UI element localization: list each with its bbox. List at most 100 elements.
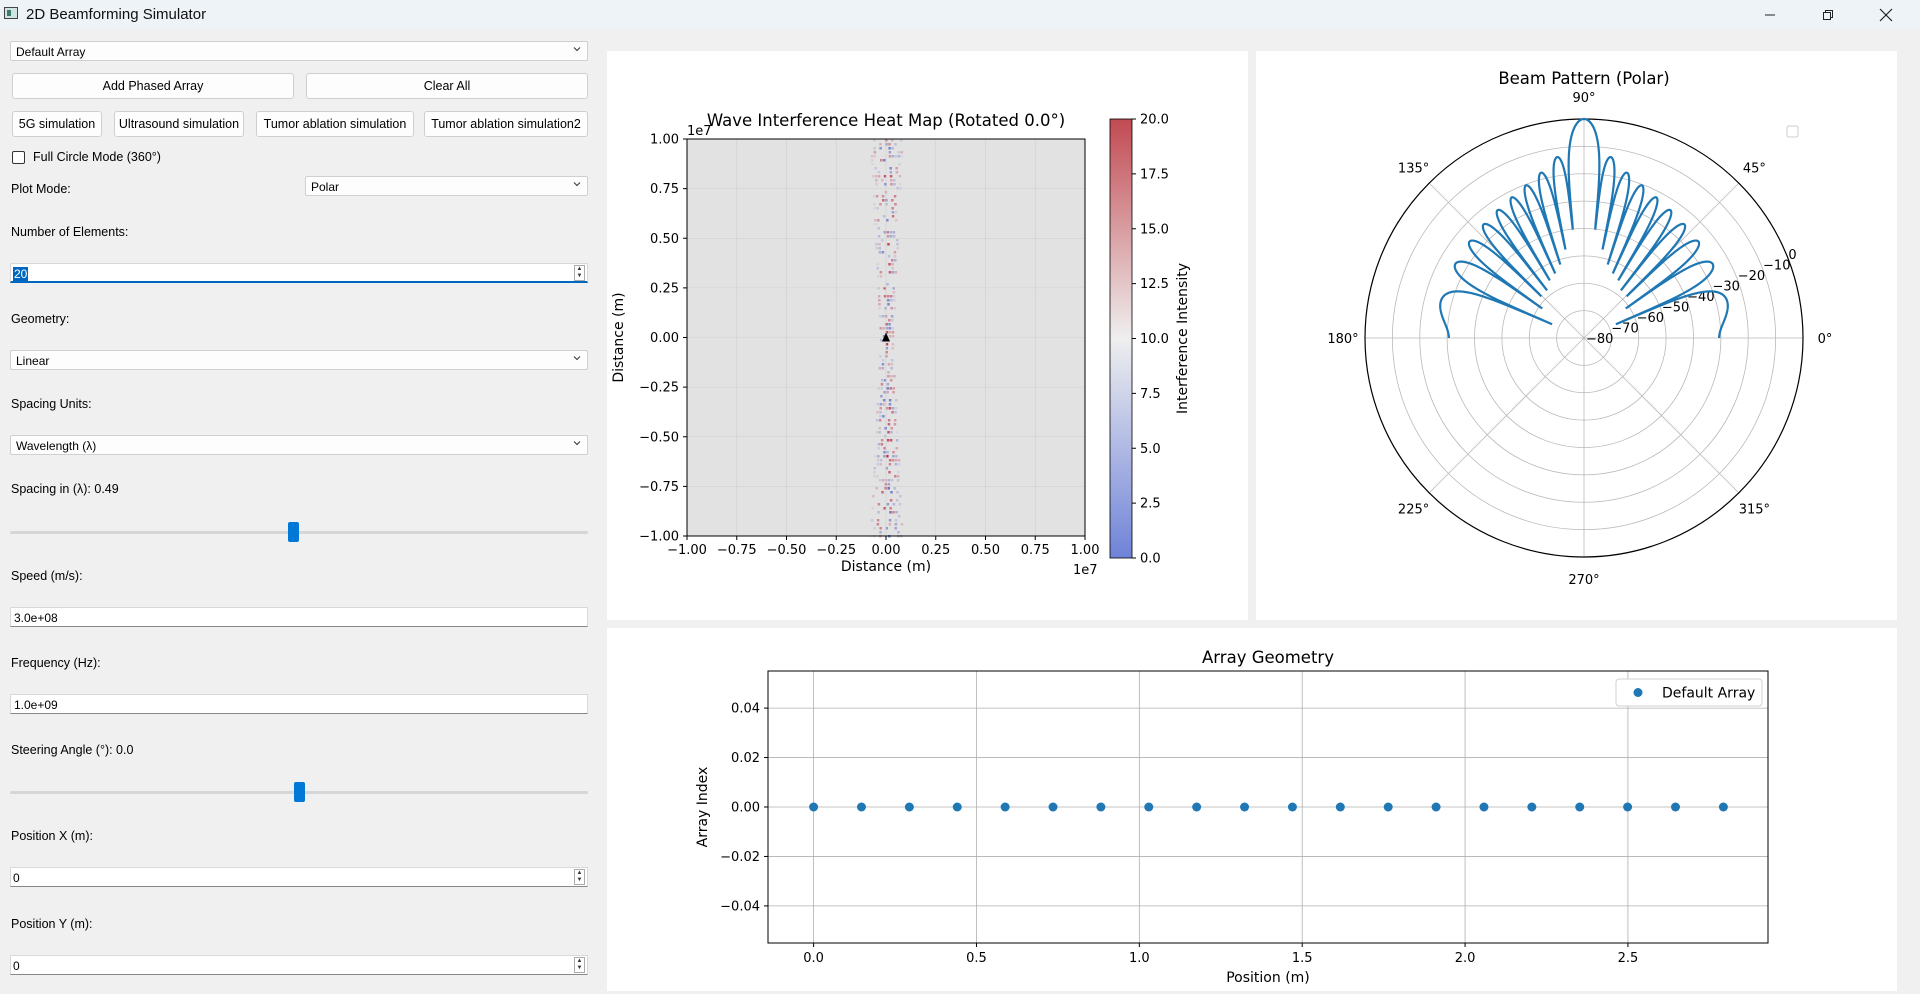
heat-cell xyxy=(883,507,886,510)
heat-cell xyxy=(888,463,892,466)
heat-cell xyxy=(890,375,893,378)
angle-label: 270° xyxy=(1568,573,1599,588)
heat-cell xyxy=(887,299,890,302)
plot-mode-select[interactable]: Polar xyxy=(305,176,588,196)
heat-cell xyxy=(890,179,893,182)
heat-cell xyxy=(888,399,892,402)
array-geometry-chart: Array Geometry 0.0 0.5 1.0 1.5 2.0 2.5 0.04 0.02… xyxy=(695,648,1769,986)
pos-x-spinbox[interactable]: 0 ▲ ▼ xyxy=(10,867,588,887)
heat-cell xyxy=(879,271,883,274)
heat-cell xyxy=(888,271,892,274)
spin-arrows[interactable]: ▲ ▼ xyxy=(574,869,585,885)
heat-cell xyxy=(891,411,894,414)
angle-label: 180° xyxy=(1327,332,1358,347)
heat-cell xyxy=(892,451,895,454)
heat-cell xyxy=(897,463,901,466)
heat-cell xyxy=(892,231,896,234)
spacing-slider[interactable] xyxy=(10,531,588,534)
legend-box xyxy=(1615,678,1763,707)
heat-cell xyxy=(883,231,887,234)
array-element-point xyxy=(904,802,914,812)
heat-cell xyxy=(892,511,895,514)
x-tick-label: −0.50 xyxy=(767,543,807,558)
frequency-input[interactable]: 1.0e+09 xyxy=(10,694,588,714)
plot-mode-label: Plot Mode: xyxy=(11,182,71,196)
heat-cell xyxy=(896,187,899,190)
legend-label: Default Array xyxy=(1662,686,1755,702)
heat-cell xyxy=(876,263,879,266)
preset-tumor-ablation-button[interactable]: Tumor ablation simulation xyxy=(256,111,414,137)
spin-arrows[interactable]: ▲ ▼ xyxy=(574,957,585,973)
heat-cell xyxy=(877,287,880,290)
minimize-button[interactable] xyxy=(1747,0,1793,29)
y-tick-label: −0.04 xyxy=(720,899,760,914)
heat-cell xyxy=(880,439,884,442)
preset-5g-button[interactable]: 5G simulation xyxy=(12,111,102,137)
heat-cell xyxy=(889,387,893,390)
spin-down-icon: ▼ xyxy=(576,877,583,883)
heat-cell xyxy=(886,455,889,458)
restore-button[interactable] xyxy=(1805,0,1851,29)
heat-cell xyxy=(896,243,899,246)
close-button[interactable] xyxy=(1863,0,1909,29)
heat-cell xyxy=(882,335,886,338)
spin-arrows[interactable]: ▲ ▼ xyxy=(574,265,585,281)
geometry-select[interactable]: Linear xyxy=(10,350,588,370)
heat-cell xyxy=(893,487,896,490)
heat-cell xyxy=(892,235,896,238)
heat-cell xyxy=(900,151,904,154)
heat-cell xyxy=(890,359,894,362)
heat-cell xyxy=(894,211,898,214)
array-element-point xyxy=(1575,802,1585,812)
speed-input[interactable]: 3.0e+08 xyxy=(10,607,588,627)
heat-cell xyxy=(873,471,876,474)
array-element-point xyxy=(1240,802,1250,812)
clear-all-button[interactable]: Clear All xyxy=(306,73,588,99)
y-tick-label: 0.75 xyxy=(650,182,679,197)
add-phased-array-button[interactable]: Add Phased Array xyxy=(12,73,294,99)
spacing-slider-handle[interactable] xyxy=(287,522,299,542)
heat-cell xyxy=(879,143,882,146)
heat-cell xyxy=(897,155,901,158)
polar-chart: Beam Pattern (Polar) 0° 45° 90° 135° 180° 225°… xyxy=(1327,69,1832,588)
heat-cell xyxy=(892,455,895,458)
title-bar: 2D Beamforming Simulator xyxy=(0,0,1920,29)
preset-ultrasound-button[interactable]: Ultrasound simulation xyxy=(114,111,244,137)
pos-y-spinbox[interactable]: 0 ▲ ▼ xyxy=(10,955,588,975)
heat-cell xyxy=(893,179,896,182)
heat-cell xyxy=(880,379,884,382)
heat-cell xyxy=(876,523,880,526)
heat-cell xyxy=(895,167,898,170)
heat-cell xyxy=(895,171,899,174)
heat-cell xyxy=(882,215,886,218)
heat-cell xyxy=(891,271,895,274)
y-tick-label: −1.00 xyxy=(639,530,679,545)
spin-up-icon: ▲ xyxy=(576,870,583,876)
y-tick-label: 0.25 xyxy=(650,281,679,296)
heat-cell xyxy=(880,159,883,162)
x-scale-label: 1e7 xyxy=(1073,563,1098,578)
heat-cell xyxy=(885,143,888,146)
preset-tumor-ablation-2-button[interactable]: Tumor ablation simulation2 xyxy=(424,111,588,137)
heat-cell xyxy=(889,507,892,510)
heat-cell xyxy=(874,175,878,178)
heat-cell xyxy=(877,235,881,238)
heat-cell xyxy=(879,463,883,466)
heat-cell xyxy=(898,175,902,178)
radial-tick-label: −50 xyxy=(1662,301,1689,316)
heat-cell xyxy=(880,383,884,386)
num-elements-spinbox[interactable]: 20 ▲ ▼ xyxy=(10,263,588,283)
heat-cell xyxy=(878,299,881,302)
minimize-icon xyxy=(1765,14,1775,15)
angle-label: 225° xyxy=(1398,502,1429,517)
heat-cell xyxy=(877,171,881,174)
heat-cell xyxy=(889,167,892,170)
heat-cell xyxy=(888,147,891,150)
array-element-point xyxy=(1479,802,1489,812)
steering-slider-handle[interactable] xyxy=(293,782,305,802)
array-select[interactable]: Default Array xyxy=(10,41,588,61)
x-tick-label: 0.75 xyxy=(1021,543,1050,558)
spacing-units-select[interactable]: Wavelength (λ) xyxy=(10,435,588,455)
full-circle-checkbox[interactable] xyxy=(12,151,25,164)
heat-cell xyxy=(886,295,890,298)
